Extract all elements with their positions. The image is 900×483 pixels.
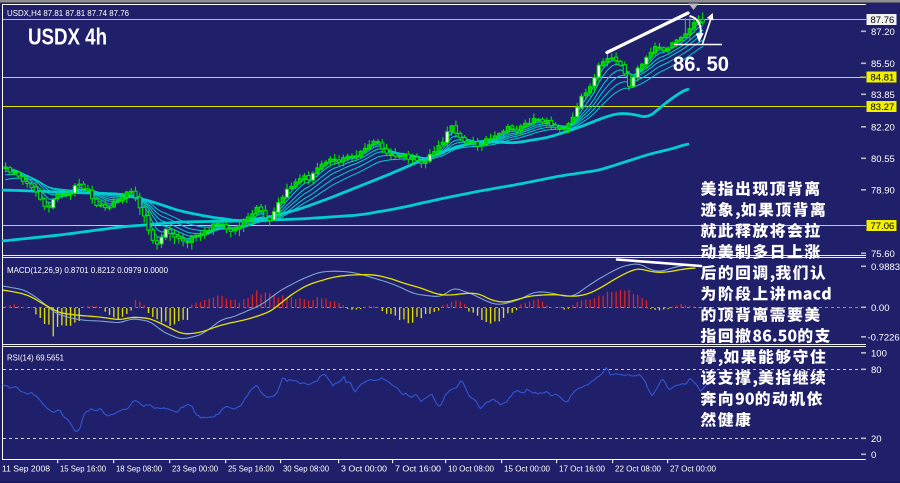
svg-text:15 Oct 00:00: 15 Oct 00:00 — [504, 464, 550, 474]
svg-text:86. 50: 86. 50 — [673, 53, 729, 76]
svg-text:83.85: 83.85 — [871, 90, 895, 101]
svg-text:82.20: 82.20 — [871, 123, 895, 134]
svg-text:84.81: 84.81 — [871, 73, 895, 84]
svg-text:27 Oct 00:00: 27 Oct 00:00 — [670, 464, 716, 474]
svg-text:RSI(14) 69.5651: RSI(14) 69.5651 — [7, 353, 64, 363]
svg-text:USDX,H4 87.81 87.81 87.74 87.: USDX,H4 87.81 87.81 87.74 87.76 — [7, 8, 129, 18]
svg-text:11 Sep 2008: 11 Sep 2008 — [2, 464, 50, 474]
svg-text:30 Sep 08:00: 30 Sep 08:00 — [283, 464, 329, 474]
svg-text:0: 0 — [871, 450, 876, 461]
svg-text:23 Sep 00:00: 23 Sep 00:00 — [172, 464, 218, 474]
svg-text:25 Sep 16:00: 25 Sep 16:00 — [228, 464, 274, 474]
svg-text:87.76: 87.76 — [871, 15, 895, 26]
svg-text:USDX 4h: USDX 4h — [28, 24, 107, 50]
svg-text:87.20: 87.20 — [871, 27, 895, 38]
svg-text:0.9883: 0.9883 — [871, 262, 900, 273]
svg-text:20: 20 — [871, 434, 882, 445]
svg-text:10 Oct 08:00: 10 Oct 08:00 — [448, 464, 494, 474]
svg-text:75.60: 75.60 — [871, 249, 895, 260]
svg-text:-0.7226: -0.7226 — [868, 333, 900, 344]
svg-text:3 Oct 00:00: 3 Oct 00:00 — [341, 464, 387, 474]
svg-text:77.06: 77.06 — [871, 221, 895, 232]
svg-text:83.27: 83.27 — [871, 102, 895, 113]
svg-text:80: 80 — [871, 365, 882, 376]
svg-text:22 Oct 08:00: 22 Oct 08:00 — [615, 464, 661, 474]
svg-text:80.55: 80.55 — [871, 154, 895, 165]
svg-text:7 Oct 16:00: 7 Oct 16:00 — [395, 464, 441, 474]
svg-text:18 Sep 08:00: 18 Sep 08:00 — [116, 464, 162, 474]
svg-text:MACD(12,26,9) 0.8701 0.8212 0.: MACD(12,26,9) 0.8701 0.8212 0.0979 0.000… — [7, 265, 168, 275]
svg-text:85.50: 85.50 — [871, 59, 895, 70]
svg-text:17 Oct 16:00: 17 Oct 16:00 — [559, 464, 605, 474]
svg-text:78.90: 78.90 — [871, 186, 895, 197]
svg-text:100: 100 — [871, 349, 887, 360]
svg-text:0.00: 0.00 — [871, 303, 890, 314]
svg-text:15 Sep 16:00: 15 Sep 16:00 — [60, 464, 106, 474]
